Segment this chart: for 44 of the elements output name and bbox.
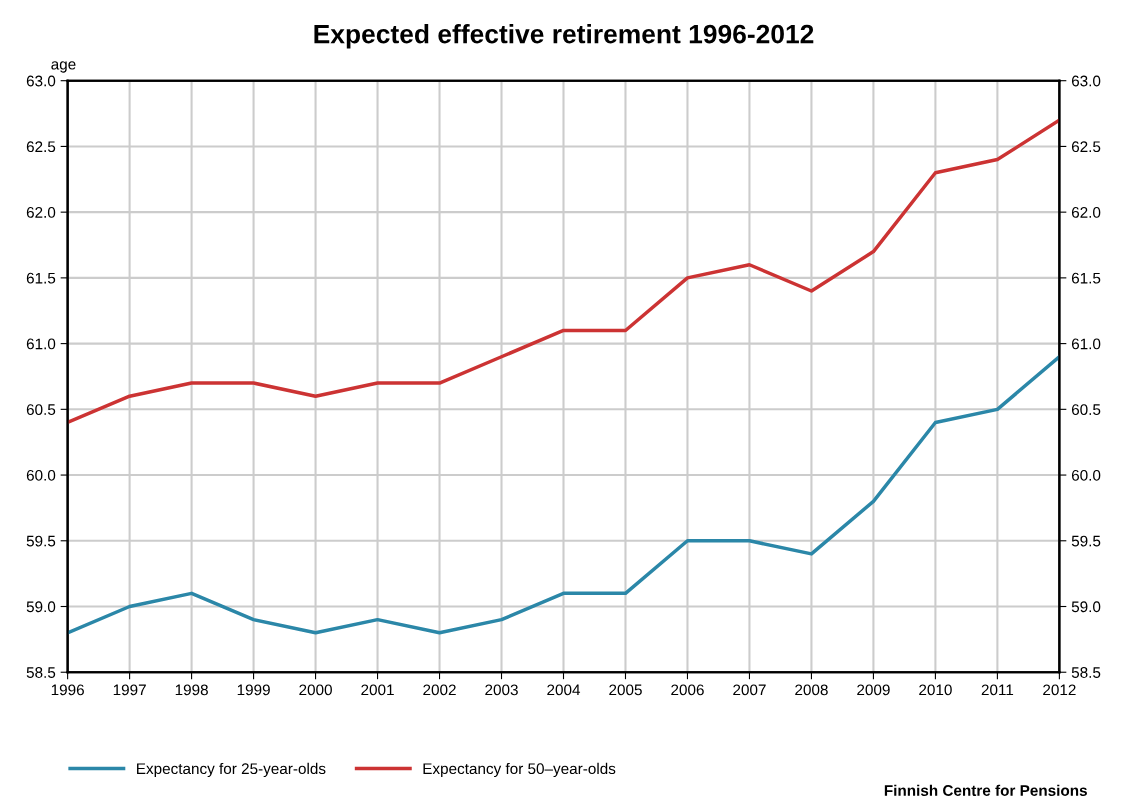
x-tick-label: 2010 (919, 684, 952, 696)
x-tick-label: 2011 (981, 684, 1014, 696)
y2-tick-label: 60.0 (1071, 469, 1101, 481)
x-tick-label: 2008 (795, 684, 828, 696)
x-tick-label: 2004 (547, 684, 581, 696)
y-tick-label: 61.5 (26, 272, 56, 284)
x-tick-label: 2001 (361, 684, 394, 696)
x-tick-label: 1997 (113, 684, 146, 696)
y2-tick-label: 60.5 (1071, 404, 1101, 416)
x-tick-label: 2005 (609, 684, 642, 696)
text: Finnish Centre for Pensions (884, 784, 1087, 796)
y-axis-title: age (51, 61, 76, 73)
y2-tick-label: 59.0 (1071, 601, 1101, 613)
y2-tick-label: 58.5 (1071, 667, 1101, 678)
y2-tick-label: 63.0 (1071, 75, 1101, 87)
x-tick-label: 1999 (237, 684, 270, 696)
y-tick-label: 59.5 (26, 535, 56, 547)
legend-label: Expectancy for 50–year-olds (423, 762, 616, 778)
y-tick-label: 63.0 (26, 75, 56, 87)
x-tick-label: 2009 (857, 684, 890, 696)
y-tick-label: 59.0 (26, 601, 56, 613)
x-tick-label: 1998 (175, 684, 208, 696)
y2-tick-label: 62.0 (1071, 207, 1101, 218)
y-tick-label: 58.5 (26, 667, 56, 678)
x-tick-label: 1996 (51, 684, 84, 696)
y-tick-label: 62.0 (26, 207, 56, 218)
y2-tick-label: 61.5 (1071, 272, 1101, 284)
y-tick-label: 60.0 (26, 469, 56, 481)
legend-label: Expectancy for 25-year-olds (137, 762, 326, 778)
x-tick-label: 2007 (733, 684, 766, 696)
line-series (67, 118, 1060, 425)
x-tick-label: 2002 (423, 684, 456, 696)
x-tick-label: 2012 (1043, 684, 1076, 696)
y2-tick-label: 62.5 (1071, 141, 1101, 153)
y2-tick-label: 61.0 (1071, 338, 1101, 350)
y2-tick-label: 59.5 (1071, 535, 1101, 547)
x-tick-label: 2006 (671, 684, 704, 696)
line-series (67, 355, 1060, 635)
chart-title: Expected effective retirement 1996-2012 (314, 24, 814, 49)
y-tick-label: 60.5 (26, 404, 56, 416)
y-tick-label: 62.5 (26, 141, 56, 153)
x-tick-label: 2000 (299, 684, 332, 696)
x-tick-label: 2003 (485, 684, 518, 696)
y-tick-label: 61.0 (26, 338, 56, 350)
